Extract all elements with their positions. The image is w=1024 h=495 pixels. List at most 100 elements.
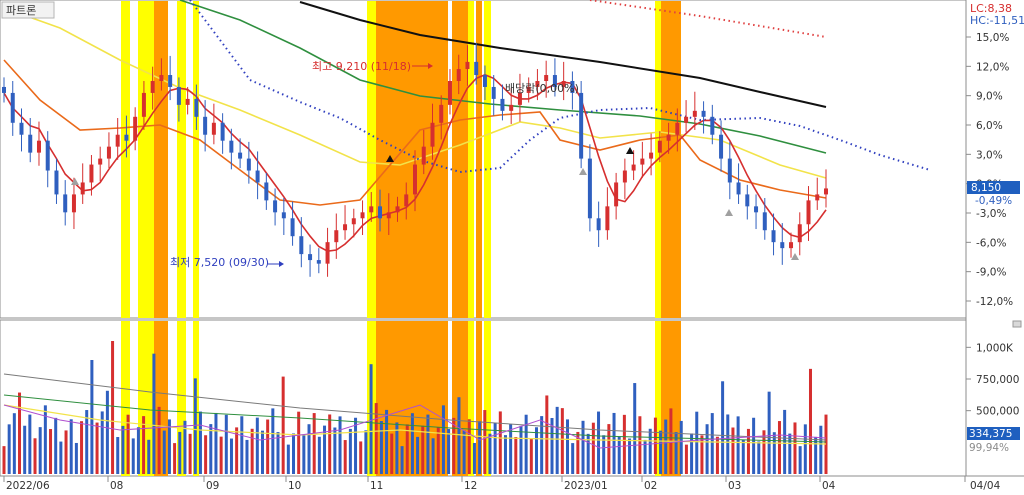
ma20-line (3, 59, 827, 206)
volume-bar (643, 439, 647, 474)
volume-bar (240, 416, 244, 474)
volume-bar (566, 419, 570, 474)
volume-bar (664, 419, 668, 474)
candle-body (719, 134, 724, 159)
volume-bar (18, 392, 22, 474)
volume-bar (457, 397, 461, 474)
x-tick-label: 10 (288, 480, 301, 492)
highlight-band-6 (376, 1, 448, 318)
y-tick-label: -12,0% (976, 296, 1013, 308)
volume-bar (198, 411, 202, 474)
candle-body (194, 98, 199, 117)
volume-bar (405, 424, 409, 474)
signal-markers (71, 147, 799, 260)
volume-bar (292, 433, 296, 474)
vol-ma-line-purple (3, 404, 827, 449)
volume-bar (555, 406, 559, 474)
candle-body (824, 188, 828, 195)
candle-body (456, 69, 461, 81)
candle-body (308, 254, 313, 261)
y-tick-label: 12,0% (976, 61, 1009, 73)
volume-bar (33, 438, 37, 474)
volume-bar (814, 436, 818, 474)
panel-resize-handle[interactable] (1012, 320, 1022, 328)
volume-bar (426, 414, 430, 474)
candle-body (535, 80, 540, 87)
candle-body (386, 212, 391, 219)
candle-body (299, 236, 304, 255)
candle-body (526, 86, 531, 93)
grid-lines (3, 36, 971, 482)
volume-average-lines (3, 373, 827, 449)
volume-bar (317, 436, 321, 474)
volume-bar (297, 411, 301, 474)
highlight-band-10 (484, 1, 491, 318)
highlight-band-vol-11 (655, 321, 661, 476)
candle-body (246, 158, 251, 171)
candle-body (413, 164, 417, 195)
volume-bar (519, 425, 523, 474)
volume-bar (85, 410, 89, 474)
volume-bar (245, 439, 249, 474)
x-tick-label: 08 (110, 480, 123, 492)
volume-bar (410, 413, 414, 474)
volume-bar (421, 425, 425, 474)
candle-body (474, 61, 479, 76)
candle-body (141, 92, 146, 117)
candle-body (168, 75, 173, 87)
volume-bar (808, 368, 812, 474)
x-tick-label: 09 (206, 480, 219, 492)
volume-bar (354, 417, 358, 474)
lc-readout: LC:8,38 (970, 2, 1012, 15)
volume-bar (705, 424, 709, 474)
volume-bar (700, 435, 704, 474)
candle-body (211, 122, 216, 135)
candle-body (395, 206, 400, 213)
volume-bar (54, 417, 58, 474)
volume-bar (2, 446, 6, 474)
volume-bar (674, 432, 678, 474)
axis-labels: 15,0%12,0%9,0%6,0%3,0%0,0%-3,0%-6,0%-9,0… (6, 32, 1019, 492)
volume-bar (436, 427, 440, 474)
volume-bar (276, 432, 280, 474)
y-tick-label: 6,0% (976, 120, 1003, 132)
x-tick-label: 02 (644, 480, 657, 492)
volume-bar (338, 416, 342, 474)
volume-bar (229, 438, 233, 474)
candle-body (771, 230, 776, 243)
volume-bar (49, 429, 53, 474)
volume-bar (597, 411, 601, 474)
volume-bar (695, 411, 699, 474)
volume-bar (23, 425, 27, 474)
volume-bar (503, 435, 507, 474)
candle-body (561, 80, 566, 87)
candle-body (491, 86, 496, 99)
vol-ma-line-green (3, 394, 827, 443)
volume-bar (193, 378, 197, 474)
current-price-label: 8,150 (971, 182, 1001, 194)
highlight-band-1 (138, 1, 154, 318)
volume-bar (736, 416, 740, 474)
y-tick-label: 15,0% (976, 32, 1009, 44)
volume-bar (188, 433, 192, 474)
volume-bar (581, 420, 585, 474)
candle-body (701, 110, 706, 117)
high-arrow-head (428, 63, 433, 69)
highlight-band-4 (193, 1, 199, 318)
highlight-band-0 (121, 1, 130, 318)
vol-ma-line-yellow (3, 404, 827, 445)
volume-bar (266, 419, 270, 474)
volume-bars (2, 341, 828, 474)
candle-body (115, 134, 120, 147)
volume-bar (772, 432, 776, 474)
ma60-line (3, 7, 827, 179)
volume-bar (74, 442, 78, 474)
candle-body (2, 86, 6, 93)
symbol-tag[interactable] (1, 1, 55, 19)
volume-bar (152, 353, 156, 474)
candle-body (71, 194, 76, 213)
candle-body (439, 104, 444, 123)
volume-bar (59, 441, 63, 474)
